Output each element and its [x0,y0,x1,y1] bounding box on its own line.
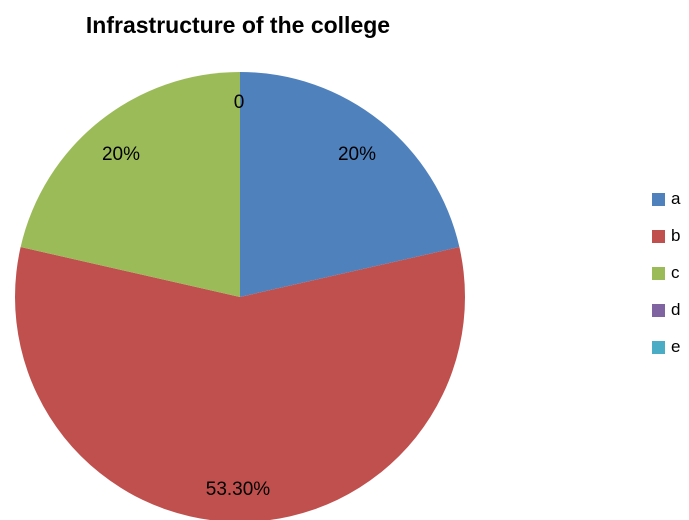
chart-title: Infrastructure of the college [85,12,391,38]
data-label-c: 20% [102,144,140,165]
legend-label-c: c [671,263,680,282]
legend-swatch-e [652,340,665,354]
legend-swatch-a [652,192,665,206]
legend-item-b: b [652,227,680,245]
legend-swatch-c [652,266,665,280]
pie-slice-b [15,247,465,520]
legend-item-c: c [652,264,680,282]
pie-slices [15,72,465,520]
data-label-d: 0 [234,92,245,113]
legend-swatch-b [652,229,665,243]
legend-label-b: b [671,226,681,245]
data-label-b: 53.30% [206,479,271,500]
legend-swatch-d [652,303,665,317]
pie-slice-c [20,72,241,297]
pie-data-labels: 20% 53.30% 20% 0 [102,92,376,500]
legend-label-d: d [671,300,681,319]
legend-label-a: a [671,189,681,208]
legend-label-e: e [671,337,681,356]
data-label-a: 20% [338,144,376,165]
legend-item-d: d [652,301,680,319]
pie-slice-a [240,72,460,297]
legend-item-a: a [652,190,680,208]
legend-item-e: e [652,338,680,356]
